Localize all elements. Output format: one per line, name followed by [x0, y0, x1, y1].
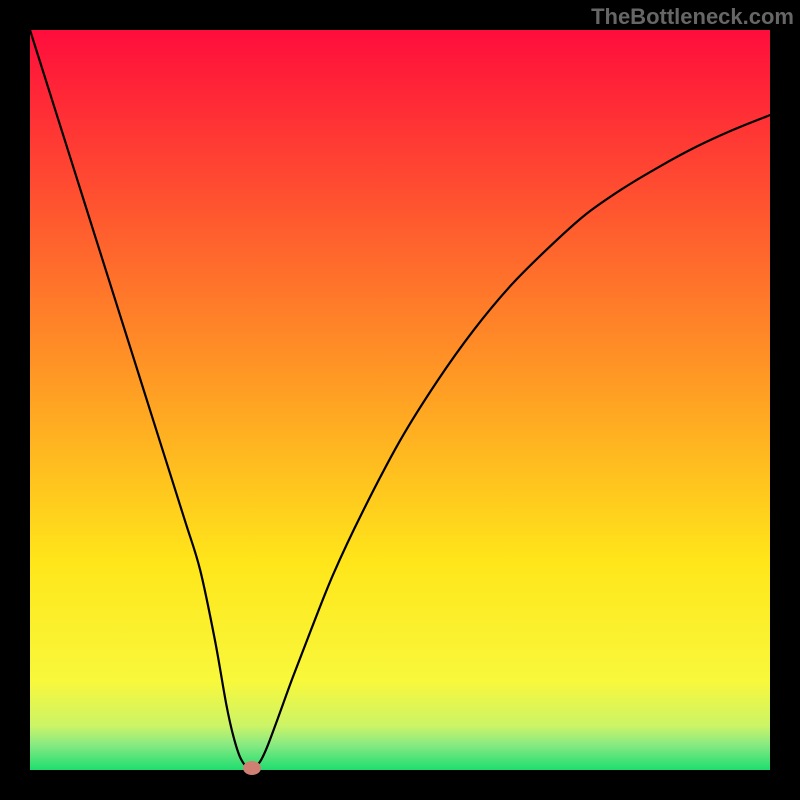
chart-container: TheBottleneck.com: [0, 0, 800, 800]
chart-border-left: [0, 0, 30, 800]
watermark-text: TheBottleneck.com: [591, 4, 794, 30]
gradient-background: [30, 30, 770, 770]
chart-border-bottom: [0, 770, 800, 800]
chart-border-right: [770, 0, 800, 800]
